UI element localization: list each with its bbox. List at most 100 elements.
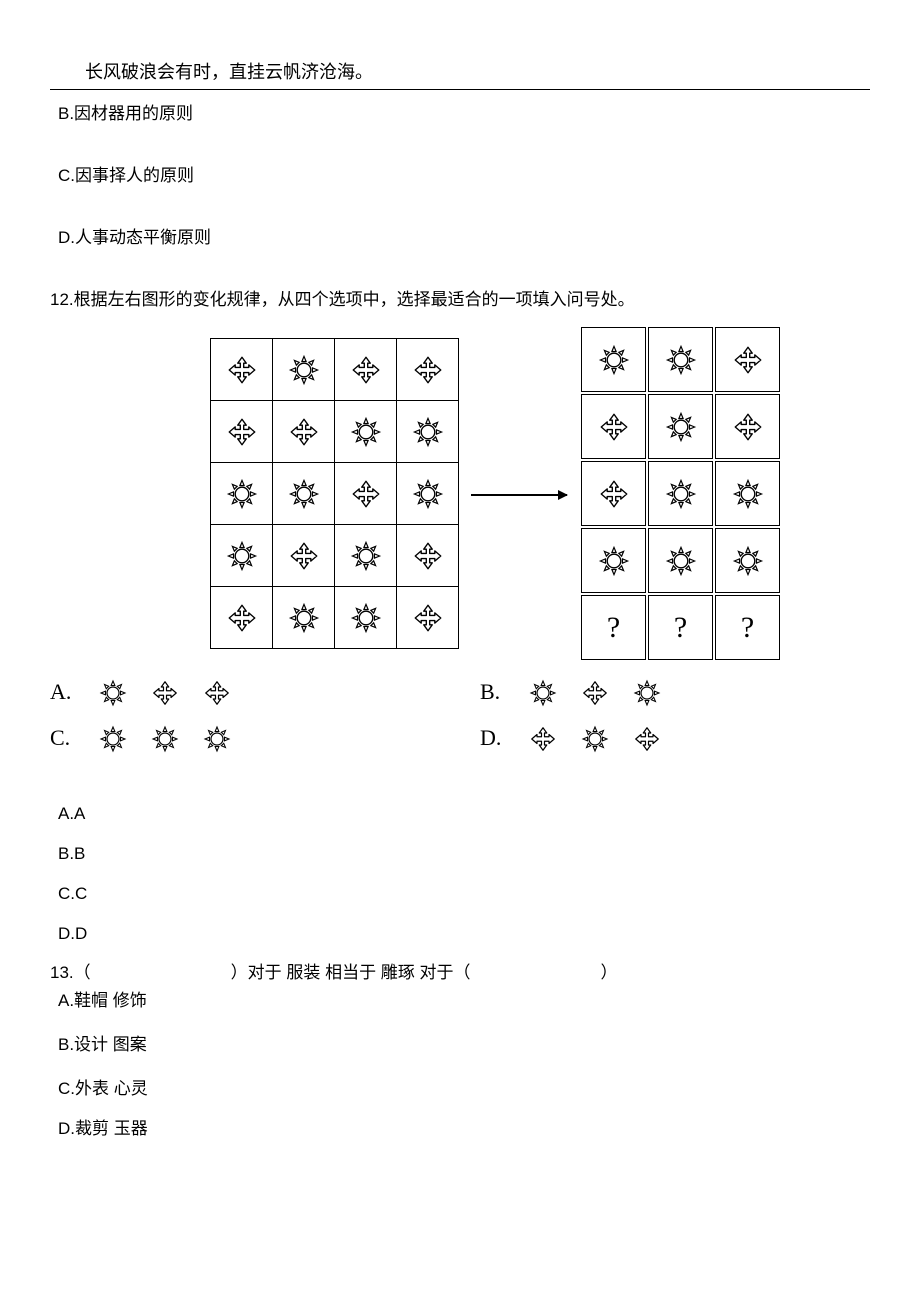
q12-choice-b: B.B bbox=[58, 842, 870, 866]
sun-icon bbox=[528, 678, 558, 708]
cross-arrow-icon bbox=[528, 724, 558, 754]
sun-icon bbox=[597, 343, 631, 377]
grid-cell bbox=[715, 394, 780, 459]
cross-arrow-icon bbox=[150, 678, 180, 708]
label-c: C. bbox=[50, 723, 78, 754]
q12-stem: 12.根据左右图形的变化规律，从四个选项中，选择最适合的一项填入问号处。 bbox=[50, 288, 870, 312]
q12-figure: ??? bbox=[210, 325, 870, 662]
grid-cell bbox=[335, 401, 397, 463]
grid-cell bbox=[581, 528, 646, 593]
question-mark-icon: ? bbox=[741, 611, 754, 644]
cross-arrow-icon bbox=[597, 410, 631, 444]
sun-icon bbox=[580, 724, 610, 754]
q12-right-grid: ??? bbox=[579, 325, 782, 662]
grid-cell bbox=[335, 339, 397, 401]
q13-option-a: A.鞋帽 修饰 bbox=[58, 989, 870, 1013]
grid-cell bbox=[397, 401, 459, 463]
q13-number: 13. bbox=[50, 961, 74, 985]
grid-cell bbox=[273, 525, 335, 587]
sun-icon bbox=[225, 539, 259, 573]
q13-option-c: C.外表 心灵 bbox=[58, 1077, 870, 1101]
sun-icon bbox=[287, 353, 321, 387]
q12-answer-a: A. bbox=[50, 676, 480, 708]
grid-cell bbox=[715, 461, 780, 526]
grid-cell bbox=[273, 401, 335, 463]
q12-answer-options: A. B. C. D. bbox=[50, 676, 870, 754]
cross-arrow-icon bbox=[580, 678, 610, 708]
sun-icon bbox=[349, 415, 383, 449]
grid-cell bbox=[335, 587, 397, 649]
header-divider bbox=[50, 89, 870, 90]
q13-paren2-close: ） bbox=[601, 961, 618, 985]
grid-cell bbox=[273, 587, 335, 649]
cross-arrow-icon bbox=[225, 415, 259, 449]
label-d: D. bbox=[480, 723, 508, 754]
cross-arrow-icon bbox=[225, 353, 259, 387]
cross-arrow-icon bbox=[411, 353, 445, 387]
sun-icon bbox=[664, 343, 698, 377]
grid-cell: ? bbox=[648, 595, 713, 660]
cross-arrow-icon bbox=[597, 477, 631, 511]
grid-cell bbox=[397, 339, 459, 401]
q12-left-grid bbox=[210, 338, 459, 649]
q12-choice-d: D.D bbox=[58, 922, 870, 946]
sun-icon bbox=[664, 477, 698, 511]
q13-stem: 13. （ ） 对于 服装 相当于 雕琢 对于 （ ） bbox=[50, 961, 870, 985]
sun-icon bbox=[731, 544, 765, 578]
cross-arrow-icon bbox=[287, 539, 321, 573]
arrow-icon bbox=[459, 482, 579, 506]
sun-icon bbox=[632, 678, 662, 708]
sun-icon bbox=[664, 410, 698, 444]
label-a: A. bbox=[50, 677, 78, 708]
q11-option-d: D.人事动态平衡原则 bbox=[58, 226, 870, 250]
answer-a-icons bbox=[98, 676, 254, 708]
q12-answer-c: C. bbox=[50, 722, 480, 754]
q13-mid-text: 对于 服装 相当于 雕琢 对于 bbox=[248, 961, 454, 985]
grid-cell bbox=[273, 463, 335, 525]
cross-arrow-icon bbox=[349, 477, 383, 511]
sun-icon bbox=[98, 724, 128, 754]
q12-choice-a: A.A bbox=[58, 802, 870, 826]
sun-icon bbox=[225, 477, 259, 511]
cross-arrow-icon bbox=[411, 601, 445, 635]
sun-icon bbox=[731, 477, 765, 511]
q13-paren2-open: （ bbox=[454, 961, 471, 985]
grid-cell bbox=[715, 528, 780, 593]
grid-cell bbox=[397, 463, 459, 525]
grid-cell bbox=[648, 461, 713, 526]
header-quote: 长风破浪会有时，直挂云帆济沧海。 bbox=[85, 60, 870, 85]
grid-cell bbox=[211, 401, 273, 463]
q12-answer-b: B. bbox=[480, 676, 684, 708]
cross-arrow-icon bbox=[287, 415, 321, 449]
grid-cell bbox=[211, 339, 273, 401]
sun-icon bbox=[202, 724, 232, 754]
cross-arrow-icon bbox=[349, 353, 383, 387]
grid-cell bbox=[211, 463, 273, 525]
answer-d-icons bbox=[528, 722, 684, 754]
grid-cell bbox=[335, 525, 397, 587]
grid-cell bbox=[211, 587, 273, 649]
grid-cell bbox=[397, 587, 459, 649]
grid-cell bbox=[648, 327, 713, 392]
sun-icon bbox=[150, 724, 180, 754]
question-mark-icon: ? bbox=[607, 611, 620, 644]
cross-arrow-icon bbox=[731, 410, 765, 444]
grid-cell bbox=[581, 327, 646, 392]
sun-icon bbox=[287, 477, 321, 511]
sun-icon bbox=[287, 601, 321, 635]
grid-cell bbox=[211, 525, 273, 587]
q13-paren1-close: ） bbox=[231, 961, 248, 985]
grid-cell bbox=[581, 394, 646, 459]
q11-option-b: B.因材器用的原则 bbox=[58, 102, 870, 126]
grid-cell: ? bbox=[581, 595, 646, 660]
cross-arrow-icon bbox=[632, 724, 662, 754]
q12-choice-c: C.C bbox=[58, 882, 870, 906]
sun-icon bbox=[411, 477, 445, 511]
answer-c-icons bbox=[98, 722, 254, 754]
q12-answer-d: D. bbox=[480, 722, 684, 754]
label-b: B. bbox=[480, 677, 508, 708]
grid-cell bbox=[648, 394, 713, 459]
grid-cell bbox=[581, 461, 646, 526]
q13-paren1-open: （ bbox=[74, 961, 91, 985]
q13-option-b: B.设计 图案 bbox=[58, 1033, 870, 1057]
